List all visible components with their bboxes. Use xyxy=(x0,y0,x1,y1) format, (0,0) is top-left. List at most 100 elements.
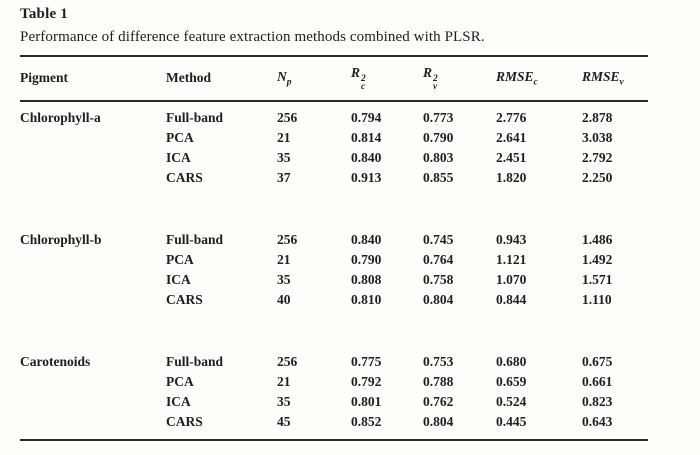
r2v-cell: 0.855 xyxy=(423,170,454,185)
rmsec-cell: 1.820 xyxy=(496,170,527,185)
np-cell: 256 xyxy=(277,232,298,247)
rmsev-cell: 3.038 xyxy=(582,130,613,145)
col-header-rmsev: RMSEv xyxy=(582,56,648,102)
pigment-cell xyxy=(20,168,166,188)
r2v-cell: 0.758 xyxy=(423,272,454,287)
r2v-cell: 0.745 xyxy=(423,232,454,247)
pigment-cell: Chlorophyll-b xyxy=(20,232,102,247)
r2c-cell: 0.814 xyxy=(351,130,382,145)
np-cell: 35 xyxy=(277,394,291,409)
rmsev-cell: 0.675 xyxy=(582,354,613,369)
pigment-cell xyxy=(20,148,166,168)
rmsec-cell: 1.070 xyxy=(496,272,527,287)
table-row: PCA 21 0.790 0.764 1.121 1.492 xyxy=(20,250,648,270)
rmsec-cell: 0.524 xyxy=(496,394,527,409)
r2v-cell: 0.773 xyxy=(423,110,454,125)
r2v-cell: 0.788 xyxy=(423,374,454,389)
r2c-cell: 0.913 xyxy=(351,170,382,185)
r2v-cell: 0.762 xyxy=(423,394,454,409)
col-header-method: Method xyxy=(166,56,277,102)
rmsev-symbol: RMSE xyxy=(582,68,620,84)
rmsev-cell: 0.643 xyxy=(582,414,613,429)
rmsec-cell: 0.844 xyxy=(496,292,527,307)
np-cell: 35 xyxy=(277,272,291,287)
rmsec-cell: 0.445 xyxy=(496,414,527,429)
r2c-cell: 0.852 xyxy=(351,414,382,429)
table-row: CARS 37 0.913 0.855 1.820 2.250 xyxy=(20,168,648,188)
table-title: Table 1 xyxy=(20,6,68,22)
np-cell: 37 xyxy=(277,170,291,185)
r2v-cell: 0.804 xyxy=(423,414,454,429)
np-cell: 40 xyxy=(277,292,291,307)
np-subscript: p xyxy=(286,77,292,88)
method-cell: CARS xyxy=(166,414,203,429)
rmsev-cell: 2.792 xyxy=(582,150,613,165)
rmsev-subscript: v xyxy=(619,77,624,88)
table-row: Chlorophyll-b Full-band 256 0.840 0.745 … xyxy=(20,230,648,250)
col-header-rmsec: RMSEc xyxy=(496,56,582,102)
rmsev-cell: 0.823 xyxy=(582,394,613,409)
rmsec-cell: 0.680 xyxy=(496,354,527,369)
r2c-cell: 0.810 xyxy=(351,292,382,307)
r2v-cell: 0.803 xyxy=(423,150,454,165)
method-cell: Full-band xyxy=(166,354,224,369)
np-cell: 45 xyxy=(277,414,291,429)
r2c-cell: 0.840 xyxy=(351,232,382,247)
pigment-cell xyxy=(20,128,166,148)
rmsec-cell: 1.121 xyxy=(496,252,527,267)
np-cell: 35 xyxy=(277,150,291,165)
rmsev-cell: 1.110 xyxy=(582,292,612,307)
table-row: PCA 21 0.814 0.790 2.641 3.038 xyxy=(20,128,648,148)
table-row: PCA 21 0.792 0.788 0.659 0.661 xyxy=(20,372,648,392)
method-cell: CARS xyxy=(166,292,203,307)
r2v-superscript: 2 xyxy=(433,74,438,84)
rmsev-cell: 1.492 xyxy=(582,252,613,267)
pigment-cell xyxy=(20,250,166,270)
r2c-superscript: 2 xyxy=(361,74,366,84)
r2c-cell: 0.840 xyxy=(351,150,382,165)
rmsec-subscript: c xyxy=(533,77,538,88)
group-spacer xyxy=(20,188,648,230)
r2v-cell: 0.764 xyxy=(423,252,454,267)
r2c-subscript: c xyxy=(361,81,366,92)
col-header-pigment: Pigment xyxy=(20,56,166,102)
group-spacer xyxy=(20,310,648,352)
rmsec-cell: 2.776 xyxy=(496,110,527,125)
rmsec-cell: 2.451 xyxy=(496,150,527,165)
rmsev-cell: 0.661 xyxy=(582,374,613,389)
rmsec-cell: 0.943 xyxy=(496,232,527,247)
table-row: ICA 35 0.801 0.762 0.524 0.823 xyxy=(20,392,648,412)
rmsev-cell: 1.571 xyxy=(582,272,613,287)
method-cell: CARS xyxy=(166,170,203,185)
r2v-cell: 0.804 xyxy=(423,292,454,307)
rmsev-cell: 2.250 xyxy=(582,170,613,185)
table-row: ICA 35 0.840 0.803 2.451 2.792 xyxy=(20,148,648,168)
table-row: Chlorophyll-a Full-band 256 0.794 0.773 … xyxy=(20,101,648,128)
method-cell: ICA xyxy=(166,394,191,409)
r2c-cell: 0.808 xyxy=(351,272,382,287)
rmsec-cell: 0.659 xyxy=(496,374,527,389)
method-cell: PCA xyxy=(166,374,194,389)
table-row: CARS 45 0.852 0.804 0.445 0.643 xyxy=(20,412,648,432)
np-cell: 21 xyxy=(277,130,291,145)
table-row: CARS 40 0.810 0.804 0.844 1.110 xyxy=(20,290,648,310)
r2c-cell: 0.794 xyxy=(351,110,382,125)
table-caption: Performance of difference feature extrac… xyxy=(20,29,485,45)
pigment-cell xyxy=(20,270,166,290)
r2v-cell: 0.790 xyxy=(423,130,454,145)
method-cell: Full-band xyxy=(166,110,224,125)
np-cell: 21 xyxy=(277,252,291,267)
pigment-cell xyxy=(20,372,166,392)
table-row: Carotenoids Full-band 256 0.775 0.753 0.… xyxy=(20,352,648,372)
r2v-subscript: v xyxy=(433,81,438,92)
r2c-cell: 0.801 xyxy=(351,394,382,409)
pigment-cell: Carotenoids xyxy=(20,354,91,369)
table-bottom-padding xyxy=(20,432,648,440)
